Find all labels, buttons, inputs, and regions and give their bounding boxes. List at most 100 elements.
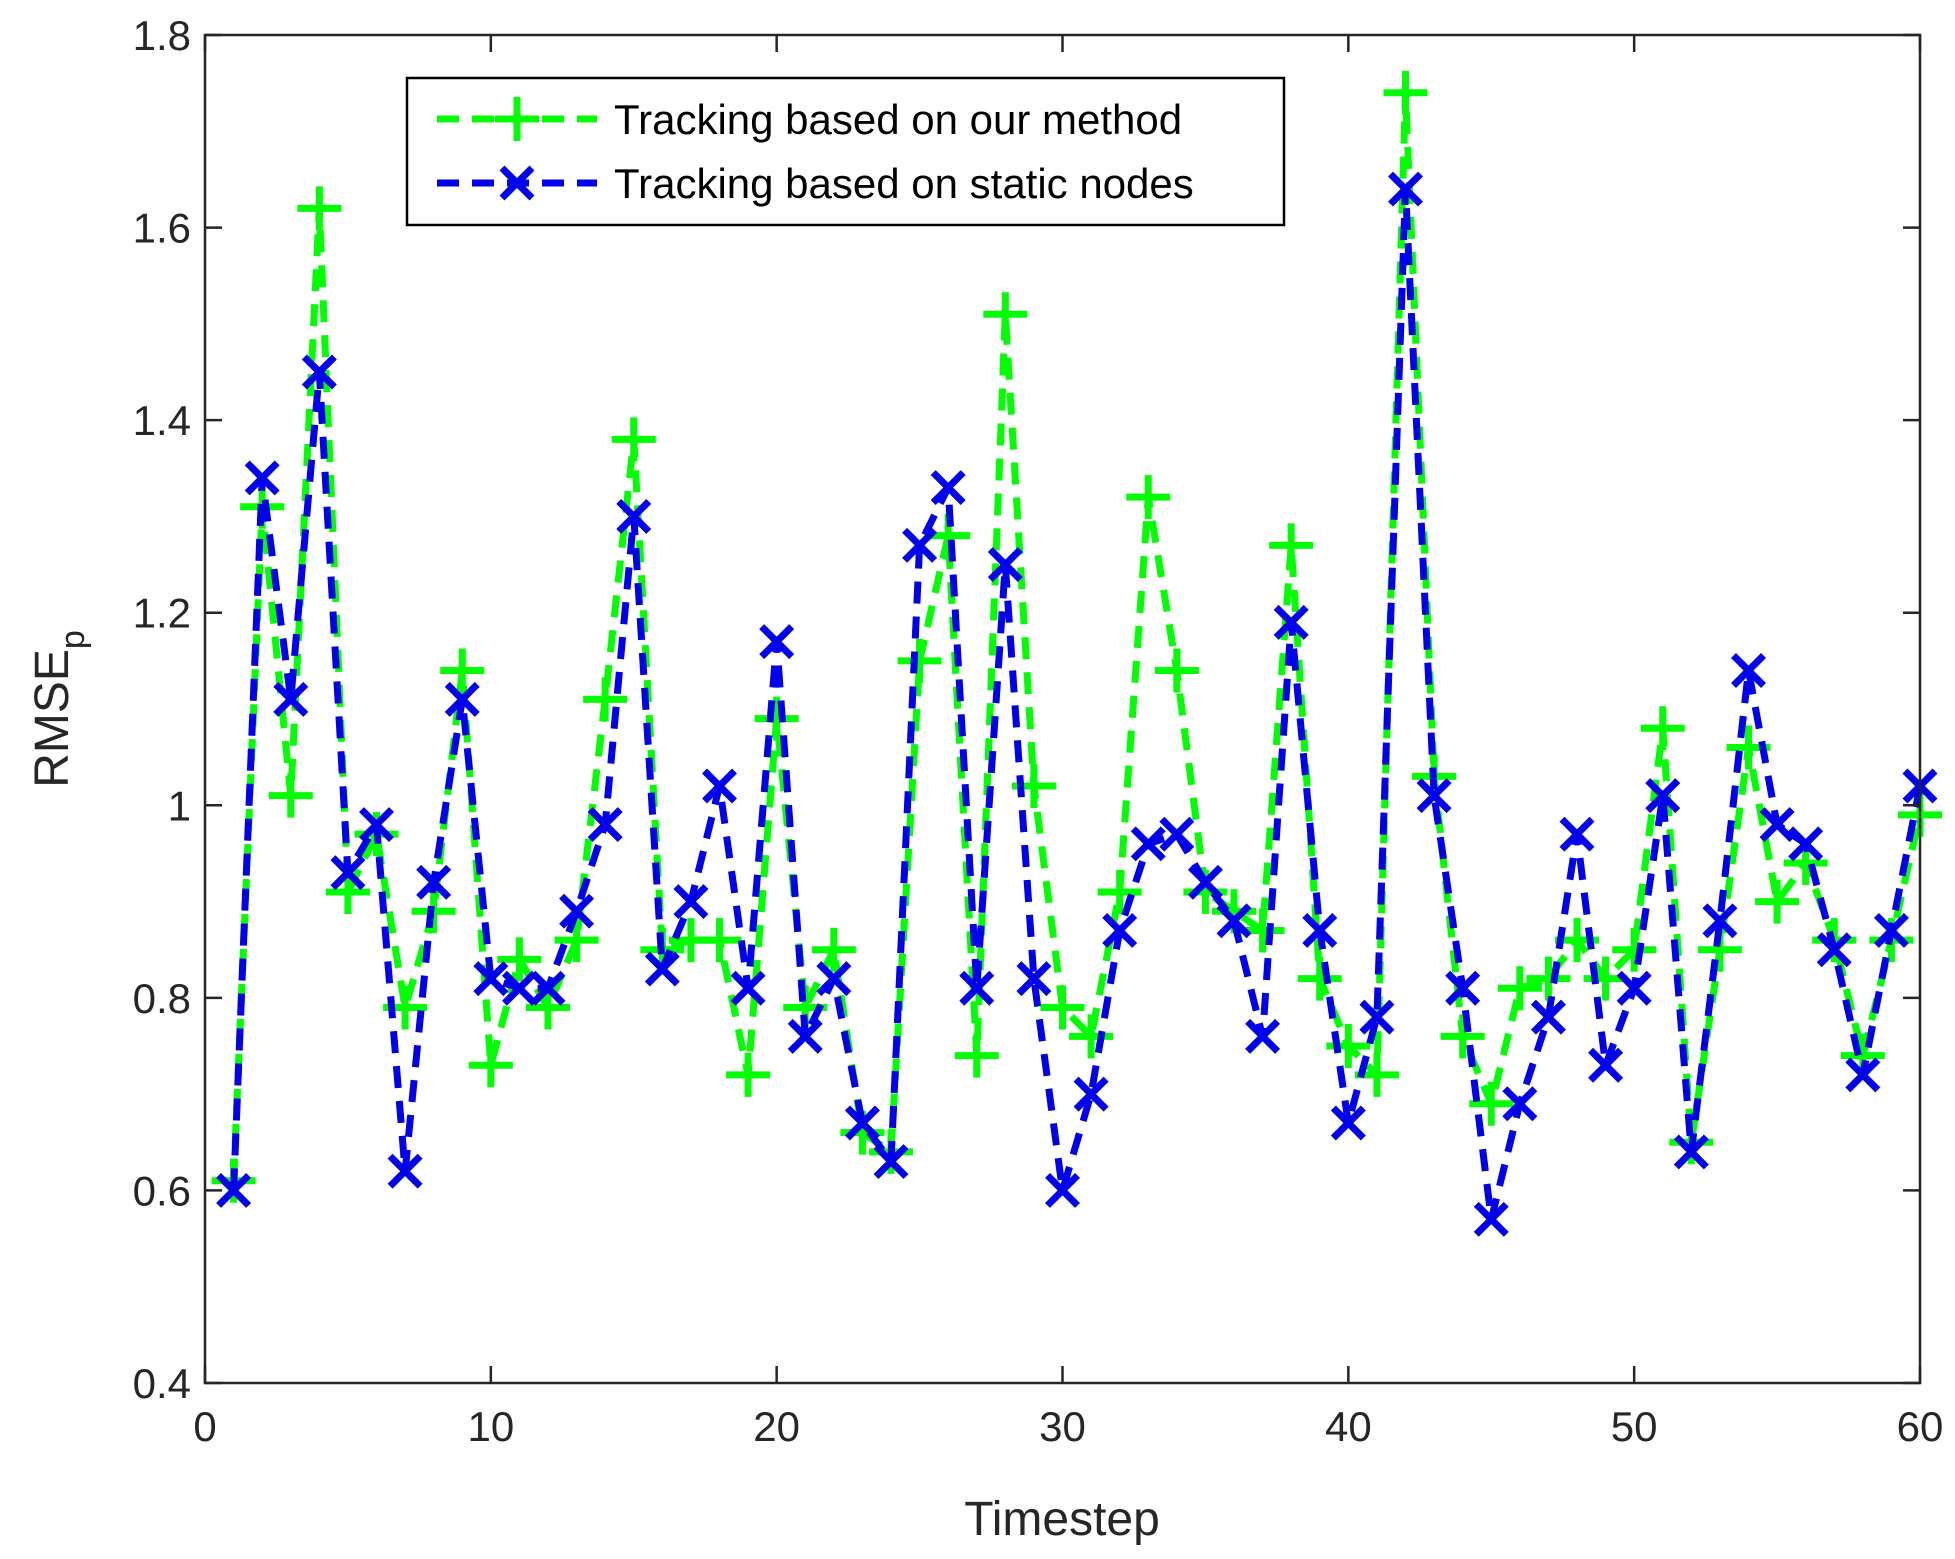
data-point [1269,523,1314,568]
data-point [1640,706,1685,751]
legend-label-our-method: Tracking based on our method [614,96,1182,143]
data-point [959,970,995,1006]
data-point [330,855,366,891]
data-point [497,937,542,982]
data-point [1788,826,1824,862]
series-line [230,89,1924,1181]
data-point [1130,826,1166,862]
plot-area [205,35,1920,1383]
y-tick-label: 0.6 [133,1167,191,1214]
legend-marker-x [499,165,535,201]
data-point [444,681,480,717]
data-point [1816,932,1852,968]
data-point [1102,912,1138,948]
data-point [1416,778,1452,814]
data-point [1245,1018,1281,1054]
data-point [1187,864,1223,900]
data-point [273,681,309,717]
data-point [1159,816,1195,852]
data-point [644,951,680,987]
data-point [1126,475,1171,520]
x-tick-label: 40 [1325,1403,1372,1450]
data-point [1302,912,1338,948]
data-point [1873,912,1909,948]
x-tick-label: 20 [753,1403,800,1450]
x-tick-label: 50 [1611,1403,1658,1450]
data-point [816,961,852,997]
data-point [1073,1076,1109,1112]
data-point [987,547,1023,583]
data-point [787,1018,823,1054]
data-point [359,807,394,843]
data-point [440,648,485,693]
legend-entry-static-nodes: Tracking based on static nodes [437,160,1194,207]
data-point [1359,999,1395,1035]
data-point [759,624,795,660]
data-point [1469,1081,1514,1126]
data-point [1530,999,1566,1035]
data-point [268,773,313,818]
data-point [1526,956,1571,1001]
data-point [1645,778,1681,814]
legend-plus-glyph [495,97,539,141]
data-point [244,460,280,496]
plot-frame [203,33,1922,1385]
y-axis-title: RMSEp [26,630,92,788]
series-static-nodes [216,171,1938,1237]
data-point [844,1105,880,1141]
y-tick-label: 0.4 [133,1360,191,1407]
data-point [416,864,452,900]
legend-label-static-nodes: Tracking based on static nodes [614,160,1194,207]
legend-box [405,76,1286,227]
data-point [297,186,342,231]
x-tick-label: 30 [1039,1403,1086,1450]
data-point [1702,903,1738,939]
data-point [1673,1134,1709,1170]
y-axis-title-main: RMSE [26,649,79,788]
data-point [726,1052,771,1097]
data-point [1588,1047,1624,1083]
data-point [811,927,856,972]
data-point [1388,171,1423,207]
data-point [902,527,938,563]
data-point [1445,970,1481,1006]
data-point [1845,1057,1881,1093]
data-point [1040,985,1085,1030]
x-tick-label: 0 [193,1403,216,1450]
y-tick-label: 1.4 [133,397,191,444]
data-point [1612,927,1657,972]
x-tick-label: 60 [1897,1403,1944,1450]
data-point [1559,816,1595,852]
y-tick-label: 0.8 [133,975,191,1022]
data-point [1273,604,1309,640]
data-point [702,768,737,804]
data-point [1440,1014,1485,1059]
data-point [897,638,942,683]
data-point [1045,1172,1080,1208]
y-axis-title-subscript: p [54,630,92,649]
data-point [1097,869,1142,914]
data-point [1383,70,1428,115]
data-point [983,292,1028,337]
data-point [587,807,623,843]
x-tick-label: 10 [467,1403,514,1450]
data-point [616,498,652,534]
data-point [1297,956,1342,1001]
data-point [1069,1014,1114,1059]
legend-entry-our-method: Tracking based on our method [437,96,1182,143]
data-point [1216,903,1252,939]
data-point [1016,961,1052,997]
data-point [1497,966,1542,1011]
data-point [387,1153,423,1189]
legend-x-glyph [499,165,535,201]
data-point [473,961,509,997]
legend-marker-plus [495,97,539,141]
y-tick-label: 1 [168,782,191,829]
data-point [1759,807,1795,843]
data-point [501,970,537,1006]
data-point [1755,879,1800,924]
data-point [611,417,656,462]
y-tick-label: 1.2 [133,590,191,637]
data-point [1330,1105,1366,1141]
data-point [301,354,337,390]
